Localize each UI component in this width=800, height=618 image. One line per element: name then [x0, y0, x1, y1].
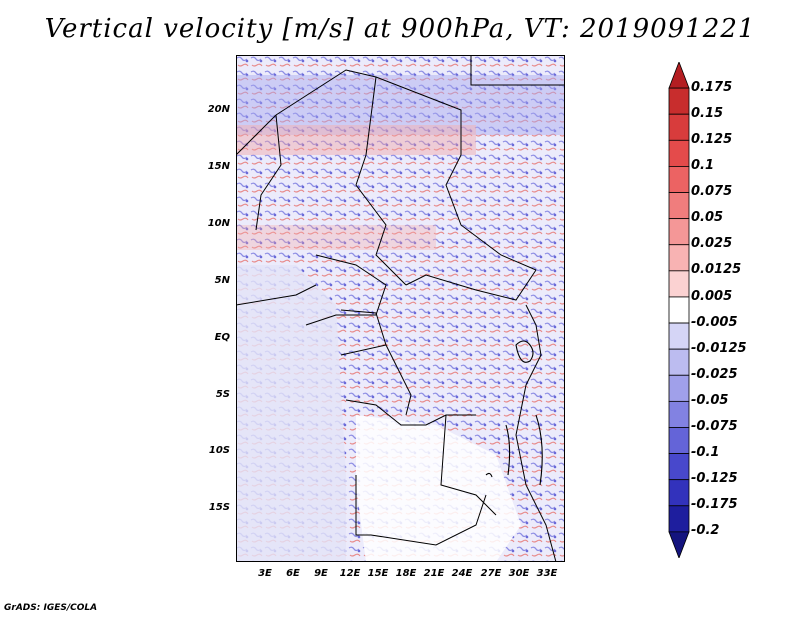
colorbar-segment: [668, 192, 690, 220]
lat-label-eq: EQ: [214, 332, 230, 343]
colorbar-segment: [668, 166, 690, 193]
colorbar-segment: [668, 113, 690, 141]
colorbar-label: -0.125: [691, 471, 738, 486]
colorbar-label: 0.0125: [691, 262, 742, 277]
colorbar-label: -0.025: [691, 367, 738, 382]
colorbar-segment: [668, 270, 690, 298]
lon-label-3e: 3E: [258, 568, 272, 579]
colorbar-label: -0.2: [691, 523, 720, 538]
lon-label-6e: 6E: [286, 568, 300, 579]
colorbar: [668, 62, 690, 558]
lon-label-18e: 18E: [395, 568, 417, 579]
ocean-pale-area: [236, 265, 346, 562]
colorbar-label: -0.175: [691, 497, 738, 512]
lon-label-27e: 27E: [480, 568, 502, 579]
colorbar-segment: [668, 531, 690, 558]
colorbar-segment: [668, 505, 690, 533]
colorbar-label: 0.005: [691, 289, 733, 304]
colorbar-label: 0.175: [691, 80, 733, 95]
lon-label-15e: 15E: [367, 568, 389, 579]
colorbar-label: 0.05: [691, 210, 724, 225]
colorbar-label: -0.075: [691, 419, 738, 434]
lon-label-33e: 33E: [536, 568, 558, 579]
lat-label-5s: 5S: [215, 389, 230, 400]
map-frame: [236, 55, 565, 562]
colorbar-segment: [668, 87, 690, 115]
colorbar-label: -0.1: [691, 445, 720, 460]
lat-label-10n: 10N: [207, 218, 230, 229]
colorbar-segment: [668, 244, 690, 272]
colorbar-segment: [668, 374, 690, 402]
colorbar-label: 0.125: [691, 132, 733, 147]
colorbar-segment: [668, 453, 690, 481]
map-title: Vertical velocity [m/s] at 900hPa, VT: 2…: [44, 14, 756, 44]
colorbar-label: -0.05: [691, 393, 729, 408]
colorbar-label: 0.075: [691, 184, 733, 199]
lon-label-30e: 30E: [508, 568, 530, 579]
lat-label-15n: 15N: [207, 161, 230, 172]
vertical-velocity-map: [236, 55, 565, 562]
colorbar-segment: [668, 427, 690, 454]
colorbar-segment: [668, 479, 690, 507]
colorbar-label: -0.005: [691, 315, 738, 330]
lat-label-5n: 5N: [214, 275, 230, 286]
colorbar-segment: [668, 139, 690, 167]
colorbar-label: -0.0125: [691, 341, 747, 356]
lon-label-21e: 21E: [423, 568, 445, 579]
colorbar-label: 0.1: [691, 158, 715, 173]
colorbar-label: 0.15: [691, 106, 724, 121]
lon-label-12e: 12E: [339, 568, 361, 579]
colorbar-segment: [668, 322, 690, 350]
lat-label-15s: 15S: [208, 502, 230, 513]
lon-label-24e: 24E: [451, 568, 473, 579]
grads-credit: GrADS: IGES/COLA: [4, 603, 98, 613]
colorbar-segment: [668, 400, 690, 428]
lat-label-20n: 20N: [207, 104, 230, 115]
southern-blank-area: [356, 415, 521, 562]
colorbar-segment: [668, 348, 690, 376]
lake-outlines: [485, 340, 543, 486]
country-boundaries: [236, 55, 565, 562]
lat-label-10s: 10S: [208, 445, 230, 456]
colorbar-label: 0.025: [691, 236, 733, 251]
colorbar-segment: [668, 296, 690, 324]
lon-label-9e: 9E: [314, 568, 328, 579]
colorbar-segment: [668, 218, 690, 246]
colorbar-segment: [668, 62, 690, 89]
